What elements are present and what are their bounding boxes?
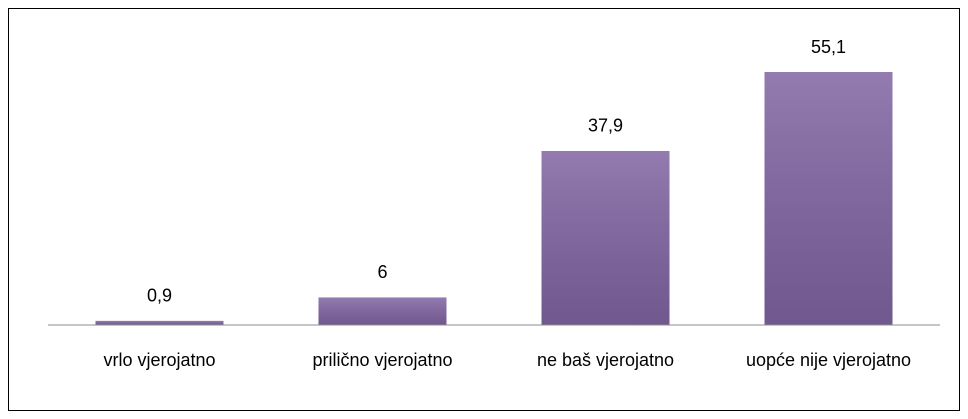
- x-tick-label: ne baš vjerojatno: [536, 350, 675, 370]
- data-label: 55,1: [811, 37, 846, 57]
- data-label: 0,9: [147, 286, 172, 306]
- bar-shade: [764, 72, 893, 325]
- x-tick-label: prilično vjerojatno: [312, 350, 453, 370]
- x-tick-label: vrlo vjerojatno: [103, 350, 216, 370]
- x-tick-label: uopće nije vjerojatno: [745, 350, 912, 370]
- data-label: 6: [377, 262, 387, 282]
- bar-shade: [318, 297, 447, 325]
- data-label: 37,9: [588, 116, 623, 136]
- bar-shade: [541, 150, 670, 325]
- bar-shade: [95, 320, 224, 325]
